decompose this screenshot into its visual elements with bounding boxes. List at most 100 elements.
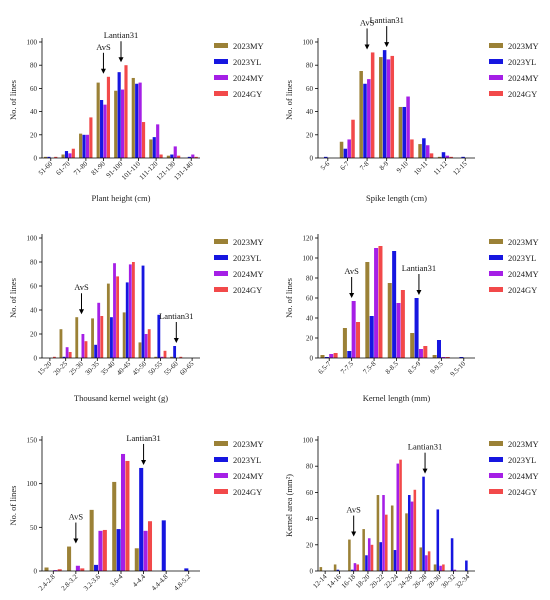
bar-2024GY	[385, 514, 388, 571]
y-tick-label: 0	[34, 355, 38, 363]
y-tick-label: 0	[310, 355, 314, 363]
bar-2024GY	[125, 460, 130, 571]
bar-2023MY	[61, 154, 65, 158]
bar-2024GY	[442, 564, 445, 571]
bar-2023YL	[116, 529, 121, 571]
bar-2023MY	[390, 505, 394, 571]
bar-2024MY	[425, 145, 430, 158]
y-tick-label: 100	[27, 39, 38, 47]
bar-2024GY	[159, 154, 163, 158]
x-tick-label: 35-40	[99, 359, 117, 377]
bar-2023YL	[422, 138, 426, 158]
bar-2023MY	[44, 567, 49, 571]
bar-2024MY	[138, 82, 142, 158]
bar-2023MY	[359, 71, 363, 158]
annotation-arrowhead	[422, 468, 428, 474]
bar-2023MY	[166, 155, 170, 158]
bar-2024MY	[85, 134, 90, 158]
x-tick-label: 14-16	[326, 572, 344, 590]
bar-2023MY	[418, 144, 422, 158]
x-axis-label: Kernel length (mm)	[363, 393, 431, 403]
x-tick-label: 8-9	[378, 159, 391, 172]
bar-2023YL	[414, 298, 419, 358]
bar-2024GY	[177, 155, 181, 158]
bar-2024GY	[163, 350, 167, 358]
chart-svg: 0 20 40 60 80 100 15-2020-2525-3030-3535-4040-…	[8, 234, 264, 403]
y-tick-label: 150	[27, 437, 38, 445]
x-tick-label: 25-30	[68, 359, 86, 377]
y-tick-label: 80	[30, 259, 38, 267]
legend-swatch-2023YL	[489, 59, 503, 64]
bar-2023MY	[89, 509, 94, 571]
bar-2024GY	[194, 156, 198, 158]
chart-svg: 0 20 40 60 80 100 5-6 6-7 7-8 8-9 9-10 10-11 11-12 12…	[284, 15, 539, 203]
bar-2024GY	[370, 544, 374, 571]
bar-2024GY	[141, 122, 146, 158]
y-tick-label: 80	[306, 463, 314, 471]
bar-2024MY	[396, 303, 401, 358]
y-axis-label: No. of lines	[284, 278, 294, 318]
bar-2023YL	[407, 495, 411, 571]
bar-2024MY	[425, 555, 428, 571]
bar-2023MY	[138, 342, 142, 358]
x-tick-label: 22-24	[383, 572, 401, 590]
y-tick-label: 40	[30, 307, 38, 315]
bar-2024GY	[147, 329, 151, 358]
bar-2024MY	[160, 356, 164, 358]
bar-2023YL	[152, 137, 156, 158]
y-tick-label: 60	[306, 85, 314, 93]
legend-swatch-2024MY	[489, 473, 503, 478]
bar-2024MY	[98, 530, 103, 571]
bar-2023YL	[161, 520, 166, 571]
y-axis-label: No. of lines	[8, 278, 18, 318]
x-tick-label: 4.4-4.8	[150, 572, 170, 592]
x-axis-label: Spike length (cm)	[366, 193, 427, 203]
legend-swatch-2023MY	[489, 239, 503, 244]
y-tick-label: 20	[306, 335, 314, 343]
bar-2023MY	[149, 139, 153, 158]
x-tick-label: 16-18	[340, 572, 358, 590]
x-tick-label: 20-22	[368, 572, 386, 590]
x-tick-label: 45-50	[131, 359, 149, 377]
annotation-arrowhead	[416, 290, 422, 295]
legend-label-2024GY: 2024GY	[233, 487, 262, 497]
bar-2024GY	[356, 564, 360, 571]
x-tick-label: 61-70	[55, 159, 73, 177]
legend-swatch-2023YL	[489, 255, 503, 260]
bar-2024GY	[427, 551, 431, 571]
annotation-label: Lantian31	[159, 311, 193, 321]
bar-2023YL	[135, 83, 139, 158]
bar-2024MY	[65, 347, 69, 358]
bar-2023MY	[348, 539, 351, 571]
legend-label-2023MY: 2023MY	[508, 237, 539, 247]
annotation-label: Lantian31	[369, 15, 403, 25]
x-tick-label: 30-35	[84, 359, 102, 377]
bar-2024MY	[367, 79, 371, 158]
legend-label-2023MY: 2023MY	[233, 41, 264, 51]
y-tick-label: 40	[30, 108, 38, 116]
bar-2023MY	[410, 333, 415, 358]
x-tick-label: 15-20	[36, 359, 54, 377]
legend-label-2023YL: 2023YL	[233, 455, 261, 465]
x-tick-label: 7-7.5	[339, 359, 355, 375]
x-tick-label: 131-140	[172, 159, 195, 182]
bar-2023YL	[392, 251, 397, 358]
annotation-label: Lantian31	[408, 442, 442, 452]
y-tick-label: 0	[34, 155, 38, 163]
bar-2024MY	[121, 89, 125, 158]
y-tick-label: 50	[30, 524, 38, 532]
x-tick-label: 9-10	[395, 159, 410, 174]
bar-2023MY	[342, 328, 347, 358]
bar-2023MY	[405, 513, 408, 571]
x-tick-label: 2.8-3.2	[60, 572, 80, 592]
bar-2024MY	[128, 264, 132, 358]
x-tick-label: 8-8.5	[384, 359, 400, 375]
y-tick-label: 100	[303, 437, 314, 445]
bar-2023YL	[94, 344, 98, 358]
bar-2023MY	[131, 77, 135, 158]
bar-2023MY	[154, 356, 158, 358]
legend-label-2023YL: 2023YL	[233, 253, 261, 263]
bar-2024GY	[100, 316, 104, 358]
x-tick-label: 50-55	[147, 359, 165, 377]
bar-2023YL	[369, 316, 374, 358]
